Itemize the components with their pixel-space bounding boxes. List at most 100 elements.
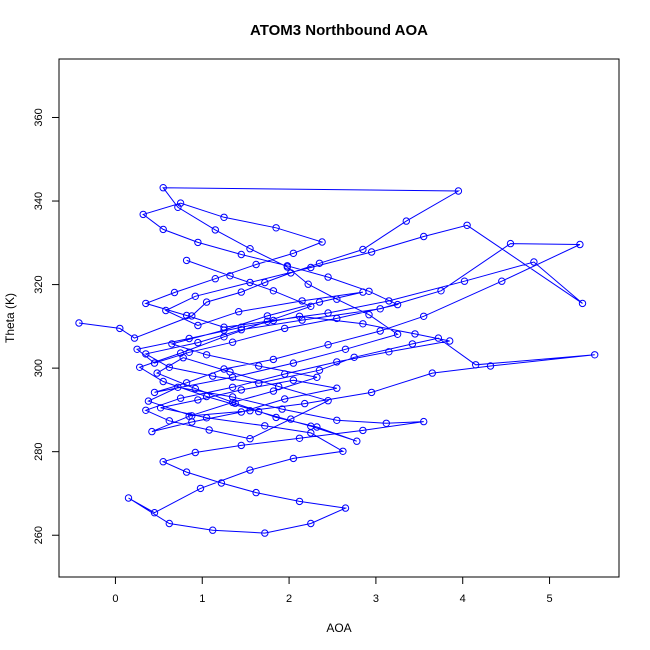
data-point xyxy=(315,298,324,306)
data-point xyxy=(217,479,226,487)
data-point xyxy=(367,248,376,256)
data-point xyxy=(420,232,428,241)
data-point xyxy=(156,404,165,412)
data-point xyxy=(136,363,144,371)
y-axis: 260 280 300 320 340 360 xyxy=(33,108,60,544)
data-point xyxy=(295,434,304,442)
data-point xyxy=(209,526,217,534)
data-point xyxy=(446,337,454,345)
data-point xyxy=(176,199,185,207)
x-tick-label: 1 xyxy=(199,593,205,605)
data-point xyxy=(159,377,167,386)
data-point xyxy=(295,312,304,320)
data-point xyxy=(228,383,237,391)
data-point xyxy=(226,368,234,376)
data-point xyxy=(159,184,167,192)
data-point xyxy=(359,245,367,254)
data-point xyxy=(324,273,332,281)
data-point xyxy=(385,297,393,305)
data-point xyxy=(333,416,341,424)
data-point xyxy=(486,362,495,370)
data-point xyxy=(246,407,254,415)
data-point xyxy=(194,396,202,404)
data-point xyxy=(281,324,289,333)
data-point xyxy=(333,384,341,392)
data-point xyxy=(165,417,174,425)
data-point xyxy=(578,299,587,308)
data-point xyxy=(263,317,272,325)
data-point xyxy=(269,287,278,295)
data-point xyxy=(289,376,298,384)
data-point xyxy=(272,224,280,232)
data-point xyxy=(460,277,469,285)
data-point xyxy=(307,302,315,310)
data-point xyxy=(75,319,83,327)
data-point xyxy=(133,345,141,353)
data-point xyxy=(252,260,260,269)
data-point xyxy=(255,407,263,416)
data-point xyxy=(393,300,402,309)
data-point xyxy=(185,334,193,343)
data-point xyxy=(220,365,228,373)
data-point xyxy=(269,355,278,364)
data-point xyxy=(255,362,263,370)
data-point xyxy=(237,386,246,394)
data-point xyxy=(235,308,243,316)
data-point xyxy=(211,275,220,283)
data-point xyxy=(278,405,286,413)
data-point xyxy=(202,392,211,401)
data-point xyxy=(359,320,367,328)
data-point xyxy=(170,288,179,297)
data-point xyxy=(182,379,191,387)
x-axis-label: AOA xyxy=(326,621,351,635)
data-point xyxy=(237,441,246,450)
data-point xyxy=(148,427,156,436)
data-point xyxy=(196,484,205,493)
data-point xyxy=(237,408,246,416)
data-point xyxy=(269,387,278,395)
y-tick-label: 320 xyxy=(33,275,45,293)
data-point xyxy=(333,358,341,366)
data-point xyxy=(139,210,147,219)
data-point xyxy=(174,383,182,391)
data-point xyxy=(367,388,376,397)
data-point xyxy=(333,314,341,323)
y-tick-label: 280 xyxy=(33,442,45,460)
data-point xyxy=(591,351,599,359)
data-point xyxy=(365,311,373,319)
data-point xyxy=(272,413,280,422)
data-point xyxy=(393,330,402,338)
data-point xyxy=(150,509,159,517)
data-point xyxy=(576,240,584,249)
data-point xyxy=(246,278,254,287)
data-point xyxy=(289,454,298,463)
data-point xyxy=(191,448,200,457)
data-point xyxy=(202,298,211,306)
y-tick-label: 260 xyxy=(33,526,45,544)
data-point xyxy=(202,414,211,422)
y-tick-label: 360 xyxy=(33,108,45,126)
data-point xyxy=(228,338,237,346)
data-point xyxy=(313,373,321,381)
data-point xyxy=(142,350,150,358)
data-point xyxy=(365,287,373,295)
data-point xyxy=(237,288,246,296)
data-point xyxy=(324,309,332,317)
data-point xyxy=(289,359,298,367)
data-point xyxy=(437,287,445,295)
data-point xyxy=(263,312,272,320)
series-layer xyxy=(75,184,599,537)
data-point xyxy=(339,447,347,455)
data-point xyxy=(287,415,295,423)
data-point xyxy=(315,259,324,267)
data-point xyxy=(275,382,283,391)
data-point xyxy=(287,269,295,277)
data-point xyxy=(298,316,306,324)
data-point xyxy=(188,312,196,320)
data-point xyxy=(246,466,254,474)
data-point xyxy=(281,370,289,378)
data-point xyxy=(220,323,228,331)
data-point xyxy=(220,333,228,341)
data-point xyxy=(194,238,202,247)
x-tick-label: 4 xyxy=(460,593,466,605)
